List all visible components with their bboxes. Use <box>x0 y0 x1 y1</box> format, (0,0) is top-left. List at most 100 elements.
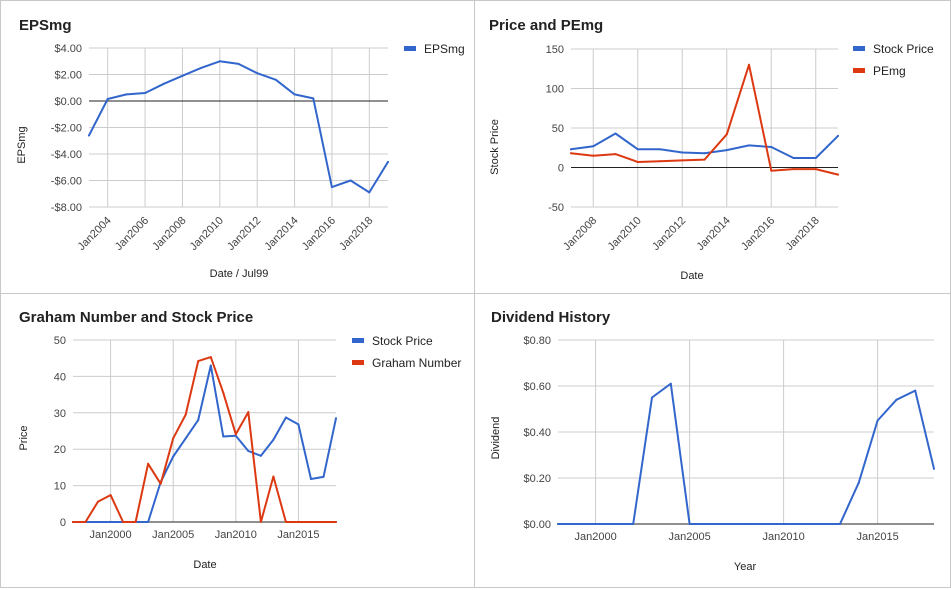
x-tick-label: Jan2018 <box>337 215 375 253</box>
data-point <box>297 521 300 523</box>
data-point <box>147 521 150 523</box>
data-point <box>933 467 935 470</box>
x-tick-label: Jan2016 <box>739 215 777 253</box>
legend-label: Stock Price <box>372 334 433 348</box>
x-tick-label: Jan2000 <box>574 531 616 543</box>
series-line <box>72 356 337 523</box>
data-point <box>322 521 325 523</box>
data-point <box>134 521 137 523</box>
y-axis-label: EPSmg <box>16 126 28 163</box>
data-point <box>297 423 300 426</box>
data-point <box>592 154 595 157</box>
series-line <box>72 364 337 523</box>
y-tick-label: -$6.00 <box>51 176 82 188</box>
chart-title: EPSmg <box>19 17 72 34</box>
y-tick-label: $0.20 <box>523 473 551 485</box>
data-point <box>106 98 109 101</box>
data-point <box>770 169 773 172</box>
x-tick-label: Jan2008 <box>150 215 188 253</box>
data-point <box>614 153 617 156</box>
chart-panel-graham-number: Graham Number and Stock Price 50 40 30 20 10 0… <box>0 293 475 588</box>
x-tick-label: Jan2010 <box>606 215 644 253</box>
data-point <box>814 157 817 160</box>
data-point <box>837 134 839 137</box>
data-point <box>707 523 710 525</box>
chart-title: Graham Number and Stock Price <box>19 309 253 326</box>
legend-swatch <box>853 68 865 73</box>
data-point <box>745 523 747 525</box>
y-tick-label: 20 <box>54 444 66 456</box>
data-point <box>703 158 706 161</box>
x-axis-label: Date / Jul99 <box>210 268 269 280</box>
data-point <box>222 391 225 394</box>
data-point <box>222 435 225 438</box>
legend-label: PEmg <box>873 64 906 78</box>
data-point <box>284 416 287 419</box>
data-point <box>293 93 296 96</box>
data-point <box>309 478 312 481</box>
data-point <box>820 523 823 525</box>
chart-title: Price and PEmg <box>489 17 603 34</box>
x-tick-label: Jan2016 <box>300 215 338 253</box>
data-point <box>88 134 90 137</box>
y-tick-label: $0.60 <box>523 381 551 393</box>
data-point <box>814 168 817 171</box>
data-point <box>681 151 684 154</box>
dividend-history-chart: Dividend History $0.80 $0.60 $0.40 $0.20 $0.0… <box>490 309 935 573</box>
x-tick-label: Jan2018 <box>784 215 822 253</box>
data-point <box>147 462 150 465</box>
data-point <box>247 450 250 453</box>
data-point <box>259 521 262 523</box>
graham-number-chart: Graham Number and Stock Price 50 40 30 20 10 0… <box>18 309 461 571</box>
data-point <box>200 66 203 69</box>
data-point <box>857 481 860 484</box>
x-tick-label: Jan2014 <box>695 215 733 253</box>
x-tick-label: Jan2010 <box>215 529 257 541</box>
data-point <box>368 191 371 194</box>
y-axis-label: Price <box>18 425 30 450</box>
data-point <box>613 523 616 525</box>
data-point <box>763 523 766 525</box>
data-point <box>272 475 275 478</box>
y-tick-label: 50 <box>54 335 66 347</box>
x-tick-label: Jan2010 <box>762 531 804 543</box>
chart-title: Dividend History <box>491 309 611 326</box>
data-point <box>792 157 795 160</box>
x-tick-label: Jan2012 <box>650 215 688 253</box>
legend-swatch <box>352 360 364 365</box>
legend-label: EPSmg <box>424 42 465 56</box>
data-point <box>97 500 100 503</box>
chart-panel-price-pemg: Price and PEmg 150 100 50 0 -50 Jan2008 Jan2010… <box>474 0 951 294</box>
y-axis-label: Dividend <box>490 417 502 460</box>
data-point <box>659 160 661 163</box>
data-point <box>651 396 653 399</box>
data-point <box>748 144 750 147</box>
legend-swatch <box>853 46 865 51</box>
data-point <box>594 523 597 525</box>
data-point <box>801 523 804 525</box>
data-point <box>184 437 187 440</box>
data-point <box>688 523 691 525</box>
x-tick-label: Jan2015 <box>277 529 319 541</box>
x-tick-label: Jan2004 <box>75 215 113 253</box>
y-tick-label: -$4.00 <box>51 149 82 161</box>
data-point <box>837 173 839 176</box>
data-point <box>109 521 112 523</box>
data-point <box>570 152 572 155</box>
data-point <box>322 475 325 478</box>
y-tick-label: 0 <box>60 517 66 529</box>
x-tick-label: Jan2005 <box>668 531 710 543</box>
data-point <box>725 149 728 152</box>
y-tick-label: 0 <box>558 163 564 175</box>
x-axis-label: Year <box>734 561 757 573</box>
data-point <box>770 145 773 148</box>
data-point <box>782 523 785 525</box>
x-tick-label: Jan2000 <box>89 529 131 541</box>
data-point <box>669 382 672 385</box>
y-tick-label: 30 <box>54 408 66 420</box>
x-tick-label: Jan2012 <box>225 215 263 253</box>
epsmg-chart: EPSmg $4.00 $2.00 $0.00 -$2.00 -$4.00 -$6.00 -$… <box>16 17 465 280</box>
data-point <box>748 63 750 66</box>
data-point <box>197 419 200 422</box>
